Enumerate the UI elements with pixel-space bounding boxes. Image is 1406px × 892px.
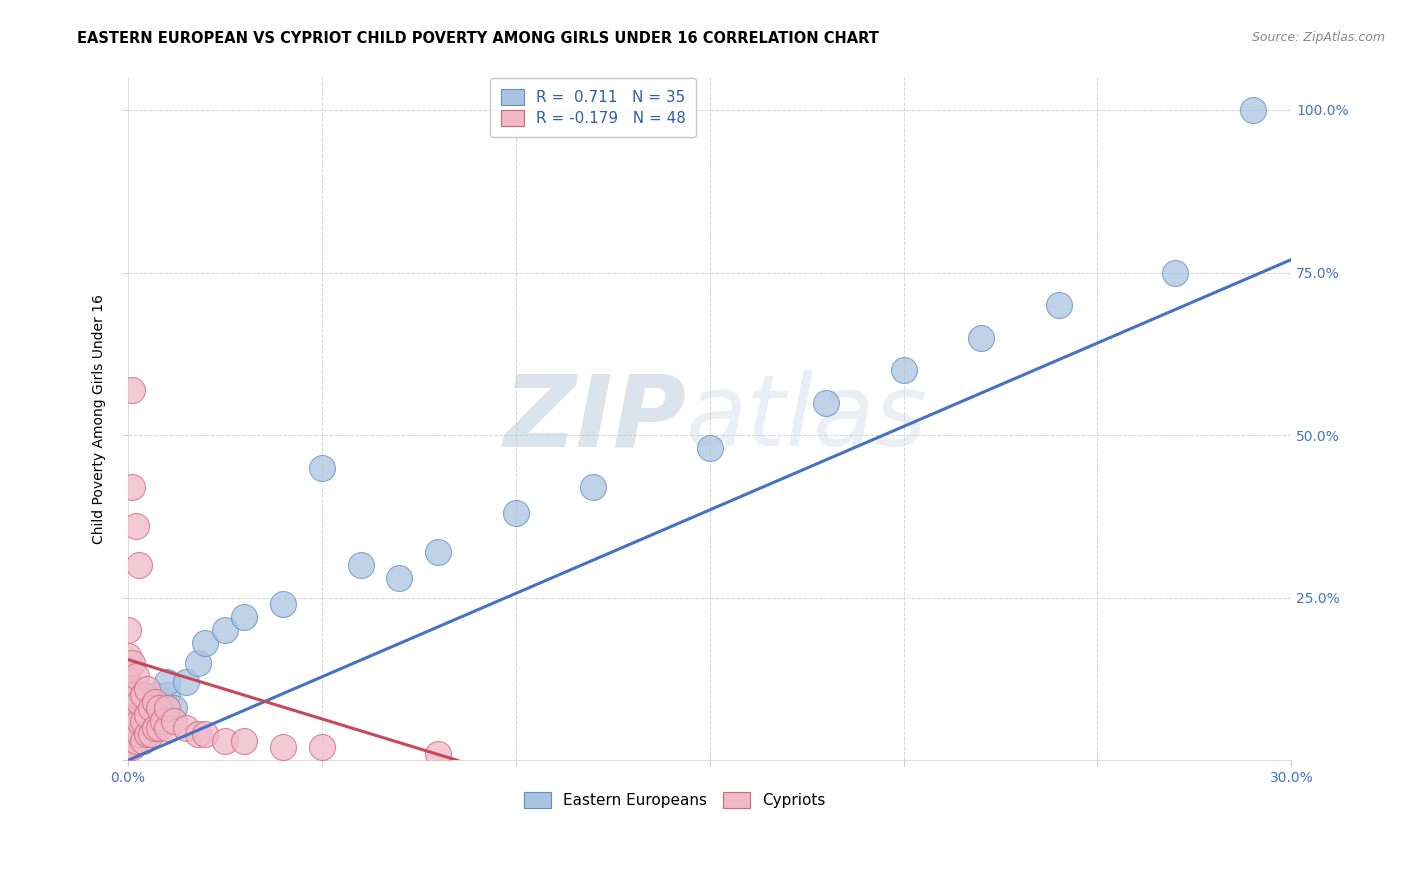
Point bbox=[143, 695, 166, 709]
Point bbox=[970, 330, 993, 344]
Point bbox=[136, 681, 159, 696]
Point bbox=[311, 460, 333, 475]
Point bbox=[349, 558, 371, 573]
Point bbox=[271, 597, 294, 611]
Point bbox=[194, 727, 217, 741]
Point bbox=[427, 747, 450, 761]
Text: Source: ZipAtlas.com: Source: ZipAtlas.com bbox=[1251, 31, 1385, 45]
Point bbox=[148, 701, 170, 715]
Point bbox=[128, 695, 150, 709]
Point bbox=[124, 707, 146, 722]
Point bbox=[1047, 298, 1070, 312]
Point bbox=[124, 669, 146, 683]
Point bbox=[121, 714, 143, 729]
Text: EASTERN EUROPEAN VS CYPRIOT CHILD POVERTY AMONG GIRLS UNDER 16 CORRELATION CHART: EASTERN EUROPEAN VS CYPRIOT CHILD POVERT… bbox=[77, 31, 879, 46]
Point bbox=[139, 727, 162, 741]
Point bbox=[187, 727, 209, 741]
Point bbox=[136, 721, 159, 735]
Point bbox=[132, 707, 155, 722]
Point bbox=[121, 689, 143, 703]
Point bbox=[117, 721, 139, 735]
Point bbox=[582, 480, 605, 494]
Point bbox=[505, 506, 527, 520]
Point bbox=[136, 701, 159, 715]
Text: atlas: atlas bbox=[686, 370, 928, 467]
Point bbox=[128, 727, 150, 741]
Legend: Eastern Europeans, Cypriots: Eastern Europeans, Cypriots bbox=[517, 786, 832, 814]
Point bbox=[132, 714, 155, 729]
Point bbox=[163, 714, 186, 729]
Point bbox=[124, 689, 146, 703]
Point bbox=[117, 740, 139, 755]
Point bbox=[174, 721, 197, 735]
Point bbox=[1164, 266, 1187, 280]
Point bbox=[156, 689, 179, 703]
Point bbox=[121, 480, 143, 494]
Point bbox=[117, 689, 139, 703]
Point bbox=[117, 727, 139, 741]
Point bbox=[124, 721, 146, 735]
Y-axis label: Child Poverty Among Girls Under 16: Child Poverty Among Girls Under 16 bbox=[93, 294, 107, 544]
Point bbox=[143, 721, 166, 735]
Point bbox=[121, 701, 143, 715]
Point bbox=[152, 714, 174, 729]
Point bbox=[124, 721, 146, 735]
Point bbox=[271, 740, 294, 755]
Point bbox=[194, 636, 217, 650]
Point bbox=[117, 701, 139, 715]
Point bbox=[121, 656, 143, 670]
Point bbox=[699, 441, 721, 455]
Point bbox=[132, 689, 155, 703]
Point bbox=[136, 707, 159, 722]
Point bbox=[814, 395, 837, 409]
Point bbox=[156, 721, 179, 735]
Point bbox=[1241, 103, 1264, 117]
Point bbox=[187, 656, 209, 670]
Point bbox=[128, 558, 150, 573]
Point bbox=[214, 624, 236, 638]
Point bbox=[117, 662, 139, 676]
Point bbox=[214, 734, 236, 748]
Point bbox=[388, 571, 411, 585]
Point bbox=[128, 714, 150, 729]
Point bbox=[128, 714, 150, 729]
Point bbox=[148, 721, 170, 735]
Point bbox=[233, 734, 256, 748]
Point bbox=[124, 734, 146, 748]
Point bbox=[427, 545, 450, 559]
Point bbox=[233, 610, 256, 624]
Point bbox=[117, 707, 139, 722]
Point bbox=[117, 624, 139, 638]
Point bbox=[124, 519, 146, 533]
Point bbox=[139, 707, 162, 722]
Point bbox=[156, 701, 179, 715]
Point bbox=[121, 714, 143, 729]
Point bbox=[143, 689, 166, 703]
Point bbox=[117, 649, 139, 664]
Point bbox=[117, 675, 139, 690]
Point bbox=[156, 675, 179, 690]
Point bbox=[148, 701, 170, 715]
Point bbox=[163, 701, 186, 715]
Point bbox=[132, 689, 155, 703]
Point bbox=[121, 740, 143, 755]
Point bbox=[174, 675, 197, 690]
Point bbox=[893, 363, 915, 377]
Point bbox=[124, 701, 146, 715]
Point bbox=[121, 383, 143, 397]
Point bbox=[152, 714, 174, 729]
Text: ZIP: ZIP bbox=[503, 370, 686, 467]
Point bbox=[121, 727, 143, 741]
Point bbox=[139, 701, 162, 715]
Point bbox=[136, 727, 159, 741]
Point bbox=[121, 727, 143, 741]
Point bbox=[311, 740, 333, 755]
Point bbox=[132, 734, 155, 748]
